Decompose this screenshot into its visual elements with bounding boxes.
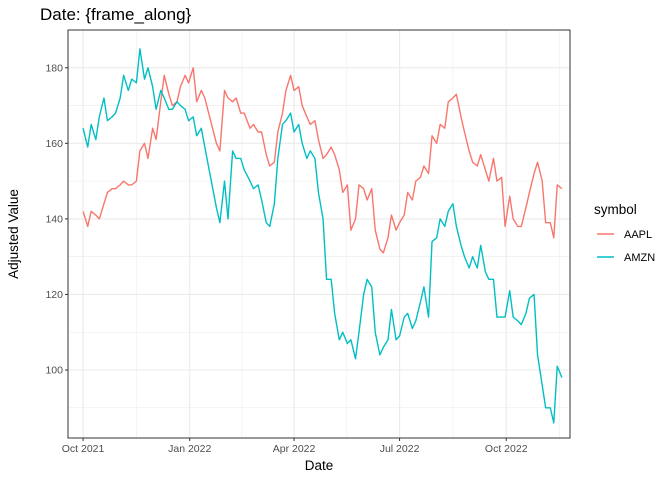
y-tick-label: 180: [45, 62, 63, 74]
legend: symbol AAPL AMZN: [594, 202, 655, 264]
y-tick-label: 100: [45, 365, 63, 377]
series-line-aapl: [82, 67, 563, 254]
y-tick-label: 140: [45, 213, 63, 225]
chart-title: Date: {frame_along}: [40, 5, 192, 24]
major-gridlines: [68, 30, 570, 438]
panel-border: [67, 29, 571, 439]
x-tick-label: Oct 2022: [485, 443, 528, 455]
x-axis-title: Date: [305, 458, 334, 473]
y-axis: 100 120 140 160 180: [45, 62, 68, 377]
x-tick-label: Jan 2022: [168, 443, 211, 455]
series-line-amzn: [82, 48, 563, 424]
legend-label-aapl: AAPL: [624, 229, 652, 241]
x-tick-label: Jul 2022: [380, 443, 420, 455]
y-axis-title: Adjusted Value: [6, 189, 21, 279]
x-tick-label: Oct 2021: [62, 443, 105, 455]
x-tick-label: Apr 2022: [273, 443, 316, 455]
y-tick-label: 120: [45, 289, 63, 301]
y-tick-label: 160: [45, 138, 63, 150]
minor-gridlines: [68, 30, 570, 438]
series-lines: [82, 48, 563, 424]
x-axis: Oct 2021 Jan 2022 Apr 2022 Jul 2022 Oct 2022: [62, 438, 528, 455]
legend-label-amzn: AMZN: [624, 252, 655, 264]
legend-title: symbol: [594, 202, 637, 217]
